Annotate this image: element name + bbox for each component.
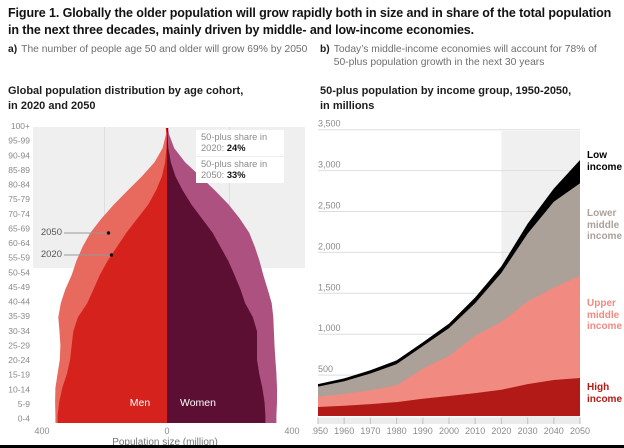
- x-tick-2010: [474, 417, 476, 424]
- x-tick-1990: [422, 417, 424, 424]
- age-label-40-44: 40-44: [8, 297, 30, 307]
- x-tick-label-2030: 2030: [518, 426, 538, 436]
- callout-2050-value: 33%: [226, 170, 246, 180]
- x-tick-1950: [317, 417, 319, 424]
- age-label-85-89: 85-89: [8, 165, 30, 175]
- pyramid-chart-title-line1: Global population distribution by age co…: [8, 85, 244, 97]
- panel-a-text: The number of people age 50 and older wi…: [21, 44, 308, 55]
- y-tick-label-3,000: 3,000: [318, 160, 341, 170]
- x-tick-2020: [500, 417, 502, 424]
- age-label-30-34: 30-34: [8, 326, 30, 336]
- y-tick-label-500: 500: [318, 364, 333, 374]
- age-label-0-4: 0-4: [18, 414, 31, 424]
- age-label-5-9: 5-9: [18, 399, 31, 409]
- x-tick-label-1960: 1960: [334, 426, 354, 436]
- callout-50plus-share-2050: 50-plus share in 2050: 33%: [196, 157, 284, 183]
- legend-label-lower-middle-income: Lower middle income: [587, 208, 623, 242]
- bottom-border-bar: [0, 445, 624, 448]
- age-label-60-64: 60-64: [8, 238, 30, 248]
- x-tick-2050: [579, 417, 581, 424]
- age-label-35-39: 35-39: [8, 311, 30, 321]
- panel-a-prefix: a): [8, 44, 18, 55]
- x-tick-1980: [396, 417, 398, 424]
- stacked-area-chart: 500 1,000 1,500 2,000 2,500 3,000 3,500 1950 196…: [312, 119, 590, 436]
- stacked-chart-title-line1: 50-plus population by income group, 1950…: [320, 85, 572, 97]
- y-tick-label-3,500: 3,500: [318, 119, 341, 129]
- x-tick-label-2010: 2010: [465, 426, 485, 436]
- marker-label-2050: 2050: [40, 227, 62, 238]
- age-label-90-94: 90-94: [8, 150, 30, 160]
- x-tick-2000: [448, 417, 450, 424]
- y-tick-label-2,000: 2,000: [318, 241, 341, 251]
- y-tick-label-1,500: 1,500: [318, 282, 341, 292]
- pyramid-x-tick-1: 0: [164, 426, 169, 436]
- stacked-chart-title-line2: in millions: [320, 99, 375, 112]
- women-2020-area: [167, 128, 266, 423]
- age-label-65-69: 65-69: [8, 223, 30, 233]
- age-label-55-59: 55-59: [8, 253, 30, 263]
- panel-a-subtitle: a) The number of people age 50 and older…: [8, 44, 310, 57]
- stacked-chart-title: 50-plus population by income group, 1950…: [320, 84, 571, 113]
- age-label-95-99: 95-99: [8, 136, 30, 146]
- age-label-80-84: 80-84: [8, 180, 30, 190]
- panel-b-text: Today’s middle-income economies will acc…: [333, 44, 597, 68]
- men-label: Men: [129, 397, 151, 409]
- age-label-25-29: 25-29: [8, 340, 30, 350]
- age-label-75-79: 75-79: [8, 194, 30, 204]
- x-tick-label-2040: 2040: [544, 426, 564, 436]
- callout-2050-label: 50-plus share in: [201, 159, 268, 169]
- pyramid-x-tick-2: 400: [284, 426, 299, 436]
- x-tick-label-1990: 1990: [413, 426, 433, 436]
- marker-label-2020: 2020: [40, 249, 62, 260]
- callout-2020-year: 2020:: [201, 143, 225, 153]
- age-label-10-14: 10-14: [8, 384, 30, 394]
- marker-dot-2050: [106, 231, 111, 235]
- upper-middle-income-area: [318, 275, 580, 416]
- y-tick-label-2,500: 2,500: [318, 201, 341, 211]
- x-tick-label-2000: 2000: [439, 426, 459, 436]
- legend-label-upper-middle-income: Upper middle income: [587, 298, 623, 332]
- callout-2020-value: 24%: [226, 143, 246, 153]
- panel-b-prefix: b): [320, 44, 330, 55]
- men-2020-area: [57, 128, 167, 423]
- x-tick-label-1970: 1970: [360, 426, 380, 436]
- pyramid-x-axis-title: Population size (million): [112, 437, 218, 448]
- age-label-50-54: 50-54: [8, 267, 30, 277]
- x-tick-label-1980: 1980: [387, 426, 407, 436]
- x-tick-label-2050: 2050: [570, 426, 590, 436]
- women-label: Women: [180, 397, 216, 409]
- panel-b-subtitle: b) Today’s middle-income economies will …: [320, 44, 616, 69]
- y-tick-label-1,000: 1,000: [318, 323, 341, 333]
- marker-dot-2020: [109, 253, 114, 257]
- callout-50plus-share-2020: 50-plus share in 2020: 24%: [196, 130, 284, 156]
- x-tick-label-2020: 2020: [491, 426, 511, 436]
- pyramid-chart-title: Global population distribution by age co…: [8, 84, 243, 113]
- x-tick-2030: [527, 417, 529, 424]
- pyramid-x-tick-0: 400: [34, 426, 49, 436]
- age-label-45-49: 45-49: [8, 282, 30, 292]
- x-tick-1970: [369, 417, 371, 424]
- x-tick-2040: [553, 417, 555, 424]
- x-tick-label-1950: 1950: [312, 426, 328, 436]
- high-income-area: [318, 378, 580, 416]
- age-label-100+: 100+: [11, 121, 30, 131]
- x-tick-1960: [343, 417, 345, 424]
- age-label-70-74: 70-74: [8, 209, 30, 219]
- legend-label-high-income: High income: [587, 382, 623, 405]
- callout-2050-year: 2050:: [201, 170, 225, 180]
- callout-2020-label: 50-plus share in: [201, 132, 268, 142]
- age-label-20-24: 20-24: [8, 355, 30, 365]
- legend-label-low-income: Low income: [587, 150, 623, 173]
- figure-title: Figure 1. Globally the older population …: [8, 6, 612, 37]
- age-label-15-19: 15-19: [8, 370, 30, 380]
- pyramid-chart-title-line2: in 2020 and 2050: [8, 99, 96, 112]
